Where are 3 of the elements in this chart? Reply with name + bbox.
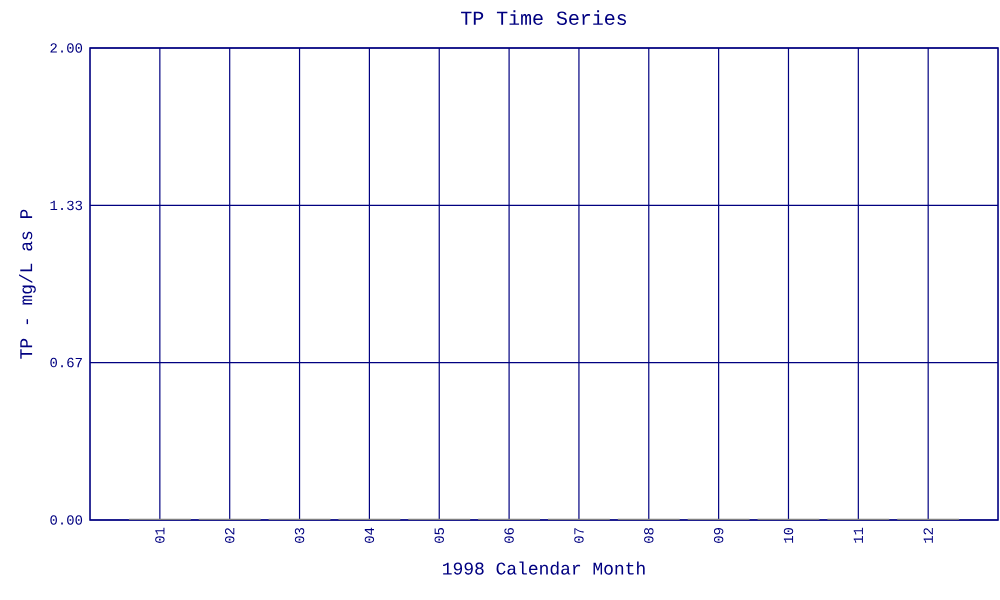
y-axis-title: TP - mg/L as P — [19, 209, 36, 359]
x-axis-title: 1998 Calendar Month — [443, 561, 645, 575]
chart-title: TP Time Series — [461, 10, 627, 25]
